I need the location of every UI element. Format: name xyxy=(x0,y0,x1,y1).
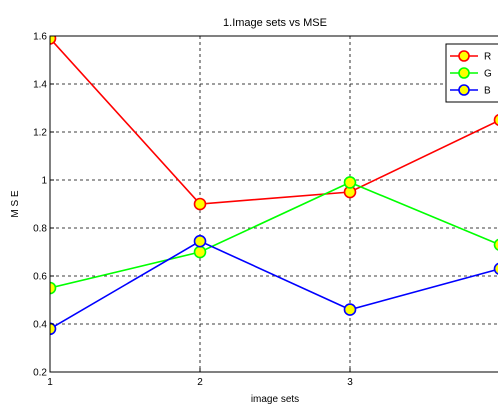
y-tick-label: 1.4 xyxy=(33,80,47,91)
legend: RGB xyxy=(445,43,498,103)
grid-lines xyxy=(50,36,498,372)
data-point-g xyxy=(193,245,207,259)
data-point-r xyxy=(50,36,57,45)
legend-marker-b xyxy=(458,84,470,96)
y-tick-label: 0.4 xyxy=(33,320,47,331)
x-tick-label: 1 xyxy=(47,377,53,388)
axis-ticks: 0.2 0.4 0.6 0.8 1 1.2 1.4 1.6 1 2 3 xyxy=(33,32,353,389)
data-point-g xyxy=(493,238,498,251)
legend-label-r: R xyxy=(484,52,491,63)
legend-label-b: B xyxy=(484,86,491,97)
data-point-b xyxy=(343,303,357,316)
series-line-r xyxy=(50,37,498,205)
legend-label-g: G xyxy=(484,69,492,80)
data-point-g xyxy=(343,176,357,189)
x-tick-label: 3 xyxy=(347,377,353,388)
data-point-r xyxy=(493,114,498,126)
data-point-b xyxy=(493,262,498,275)
y-tick-label: 1 xyxy=(41,176,47,187)
series-line-g xyxy=(50,181,498,289)
data-point-b xyxy=(50,322,57,336)
y-tick-label: 0.8 xyxy=(33,224,47,235)
series-line-b xyxy=(50,240,498,330)
data-point-r xyxy=(193,197,207,211)
y-tick-label: 0.6 xyxy=(33,272,47,283)
x-axis-label: image sets xyxy=(251,394,299,405)
legend-marker-g xyxy=(458,67,470,79)
plot-frame xyxy=(49,35,498,373)
legend-marker-r xyxy=(458,50,470,62)
data-point-g xyxy=(50,281,57,295)
chart-title: 1.Image sets vs MSE xyxy=(223,17,327,29)
x-tick-label: 2 xyxy=(197,377,203,388)
y-tick-label: 1.6 xyxy=(33,32,47,43)
series-layer xyxy=(50,36,498,336)
y-axis-label: M S E xyxy=(10,190,21,218)
y-tick-label: 1.2 xyxy=(33,128,47,139)
data-point-b xyxy=(193,234,207,248)
y-tick-label: 0.2 xyxy=(33,368,47,379)
